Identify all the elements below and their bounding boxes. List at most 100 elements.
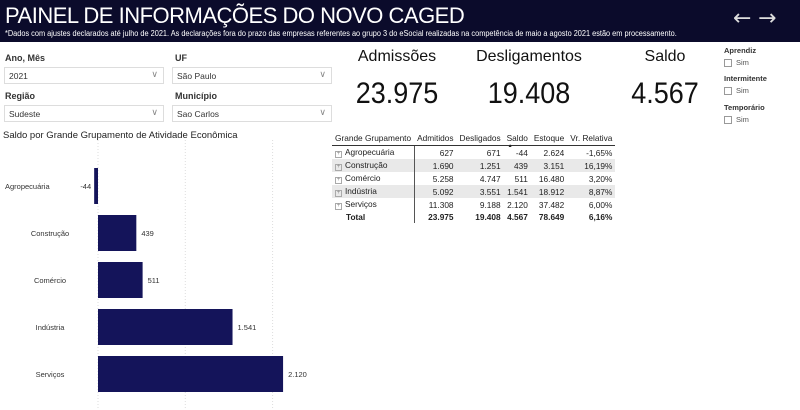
table-cell: 4.747	[457, 172, 504, 185]
table-cell: 5.258	[414, 172, 456, 185]
table-cell: + Comércio	[332, 172, 415, 185]
cell-text: 2.120	[507, 199, 528, 210]
cell-text: 4.747	[479, 173, 501, 184]
bar[interactable]	[98, 215, 137, 251]
cell-text: 511	[514, 173, 528, 184]
expand-icon[interactable]: +	[335, 151, 342, 158]
admissoes-value: 23.975	[355, 77, 439, 110]
temporario-sim-checkbox[interactable]: Sim	[724, 115, 749, 125]
page-title: PAINEL DE INFORMAÇÕES DO NOVO CAGED	[5, 3, 465, 28]
table-cell: 18.912	[530, 185, 568, 198]
chevron-down-icon: ∨	[151, 107, 158, 117]
temporario-label: Temporário	[724, 103, 765, 112]
back-arrow-icon[interactable]: ←	[733, 6, 752, 31]
total-cell: 6,16%	[588, 212, 613, 222]
cell-text: 11.308	[428, 199, 454, 210]
bar[interactable]	[98, 262, 143, 298]
cell-text: 37.482	[538, 199, 565, 210]
table-cell: 3.551	[456, 185, 504, 198]
table-cell: 439	[503, 159, 531, 172]
data-label: 511	[148, 276, 160, 285]
col-header[interactable]: Estoque	[530, 131, 568, 146]
intermitente-label: Intermitente	[724, 74, 767, 83]
col-header[interactable]: Vr. Relativa	[567, 131, 616, 146]
desligamentos-value: 19.408	[487, 77, 571, 110]
bar[interactable]	[94, 168, 98, 204]
col-header[interactable]: Desligados	[456, 131, 504, 146]
expand-icon[interactable]: +	[335, 190, 342, 197]
header: PAINEL DE INFORMAÇÕES DO NOVO CAGED *Dad…	[0, 0, 800, 42]
intermitente-sim-checkbox[interactable]: Sim	[724, 86, 749, 96]
table-cell: 5.092	[414, 185, 457, 198]
table-cell: 511	[504, 172, 531, 185]
cell-text: 439	[514, 160, 528, 171]
cell-text: 18.912	[538, 186, 565, 197]
checkbox-icon	[724, 59, 732, 68]
data-label: -44	[80, 182, 91, 191]
regiao-value: Sudeste	[9, 109, 41, 119]
table-row[interactable]: + Comércio 5.258 4.747 511 16.480 3,20%	[332, 172, 615, 185]
cell-text: 8,87%	[588, 186, 613, 197]
cell-text: 3,20%	[588, 173, 613, 184]
table-cell: 2.120	[504, 198, 531, 211]
bar[interactable]	[98, 309, 233, 345]
municipio-dropdown[interactable]: Sao Carlos ∨	[172, 105, 332, 122]
table-cell: 16.480	[531, 172, 567, 185]
cell-text: 16.480	[538, 173, 565, 184]
cell-text: 16,19%	[584, 160, 613, 171]
cell-text: Comércio	[345, 173, 381, 183]
table-cell: -44	[504, 146, 531, 160]
saldo-value: 4.567	[631, 77, 699, 110]
forward-arrow-icon[interactable]: →	[758, 6, 777, 31]
regiao-dropdown[interactable]: Sudeste ∨	[4, 105, 164, 122]
cell-text: Agropecuária	[345, 147, 395, 157]
desligamentos-label: Desligamentos	[476, 48, 582, 65]
col-header-sorted[interactable]: Saldo ▲	[503, 131, 531, 149]
cell-text: 2.624	[543, 147, 565, 158]
cell-text: 5.092	[432, 186, 454, 197]
sort-asc-icon: ▲	[507, 143, 513, 149]
table-row[interactable]: + Agropecuária 627 671 -44 2.624 -1,65%	[332, 145, 615, 160]
ano-dropdown[interactable]: 2021 ∨	[4, 67, 164, 84]
cell-text: 5.258	[432, 173, 454, 184]
regiao-label: Região	[5, 91, 36, 101]
data-label: 2.120	[288, 370, 307, 379]
table-row[interactable]: + Construção 1.690 1.251 439 3.151 16,19%	[332, 159, 616, 172]
cell-text: 671	[486, 147, 501, 158]
table-cell: 671	[457, 146, 504, 160]
cell-text: 627	[439, 147, 454, 158]
bar[interactable]	[98, 356, 284, 392]
uf-dropdown[interactable]: São Paulo ∨	[172, 67, 332, 84]
checkbox-label: Sim	[736, 86, 749, 95]
checkbox-icon	[724, 116, 732, 125]
ano-label: Ano, Mês	[5, 53, 46, 63]
expand-icon[interactable]: +	[335, 164, 342, 171]
checkbox-icon	[724, 87, 732, 96]
table-cell: 37.482	[531, 198, 567, 211]
table-cell: 1.541	[503, 185, 531, 198]
expand-icon[interactable]: +	[335, 203, 342, 210]
expand-icon[interactable]: +	[335, 177, 342, 184]
col-header[interactable]: Grande Grupamento	[332, 131, 415, 146]
total-cell: 4.567	[507, 212, 528, 222]
chevron-down-icon: ∨	[151, 69, 158, 79]
col-header[interactable]: Admitidos	[414, 131, 457, 146]
total-cell: 19.408	[475, 212, 501, 222]
cell-text: 1.251	[479, 160, 501, 171]
cell-text: Serviços	[345, 199, 377, 209]
table-cell: -1,65%	[567, 146, 615, 160]
table-row[interactable]: + Indústria 5.092 3.551 1.541 18.912 8,87%	[332, 185, 616, 198]
chevron-down-icon: ∨	[319, 69, 326, 79]
table-cell: 1.690	[414, 159, 457, 172]
cell-text: Indústria	[345, 186, 377, 196]
aprendiz-sim-checkbox[interactable]: Sim	[724, 58, 749, 68]
table-row[interactable]: + Serviços 11.308 9.188 2.120 37.482 6,00%	[332, 198, 615, 211]
cell-text: 6,00%	[588, 199, 613, 210]
total-cell: 78.649	[538, 212, 565, 222]
total-row: Total 23.975 19.408 4.567 78.649 6,16%	[332, 211, 615, 223]
table-cell: 9.188	[457, 198, 504, 211]
total-cell: Total	[332, 211, 415, 223]
cell-text: 1.541	[507, 186, 528, 197]
table-cell: 3.151	[530, 159, 568, 172]
cell-text: -44	[515, 147, 528, 158]
